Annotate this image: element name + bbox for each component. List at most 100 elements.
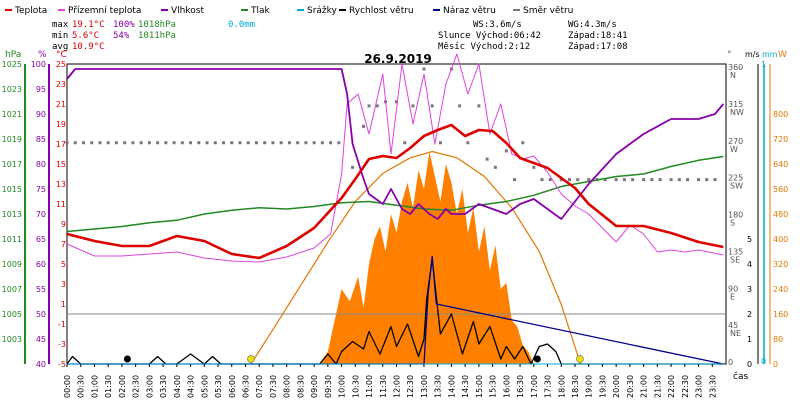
wind-direction-point xyxy=(642,178,646,182)
hpa-tick-label: 1017 xyxy=(2,160,22,169)
wind-speed-text: WS:3.6m/s xyxy=(473,20,522,30)
legend-label: Rychlost větru xyxy=(349,6,414,16)
direction-tick-label: 45 xyxy=(728,321,738,330)
direction-name-label: W xyxy=(730,145,738,154)
w-tick-label: 240 xyxy=(773,285,788,294)
wind-direction-point xyxy=(559,178,563,182)
wind-direction-point xyxy=(705,178,709,182)
pct-tick-label: 70 xyxy=(36,210,46,219)
hpa-tick-label: 1011 xyxy=(2,235,22,244)
pct-tick-label: 75 xyxy=(36,185,46,194)
ms-tick-label: 4 xyxy=(747,260,752,269)
wind-direction-point xyxy=(576,178,580,182)
c-tick-label: 17 xyxy=(56,140,66,149)
x-tick-label: 01:30 xyxy=(104,375,113,398)
c-tick-label: 7 xyxy=(61,240,66,249)
c-axis-label: °C xyxy=(56,50,67,60)
p-zemn-teplota-line xyxy=(66,53,724,263)
mm-axis-label: mm xyxy=(762,50,778,59)
legend-label: Vlhkost xyxy=(171,6,204,16)
x-tick-label: 09:00 xyxy=(310,375,319,398)
hpa-tick-label: 1019 xyxy=(2,135,22,144)
wind-direction-point xyxy=(131,141,135,145)
wind-direction-point xyxy=(477,104,481,108)
wind-sun-moon-info: WS:3.6m/s WG:4.3m/s Slunce Východ:06:42 … xyxy=(438,20,628,52)
wind-direction-point xyxy=(337,141,341,145)
axis-unit-labels: hPa % °C ° m/s mm W čas xyxy=(5,50,787,382)
x-tick-label: 18:00 xyxy=(557,375,566,398)
wind-direction-point xyxy=(485,157,489,161)
stats-max-hum: 100% xyxy=(113,20,135,30)
wind-direction-point xyxy=(614,178,618,182)
moonrise-text: Měsíc Východ:2:12 xyxy=(438,42,530,52)
hpa-tick-label: 1007 xyxy=(2,285,22,294)
c-tick-label: 21 xyxy=(56,100,66,109)
moonset-text: Západ:17:08 xyxy=(568,42,628,52)
moon-icon xyxy=(533,355,541,363)
wind-direction-point xyxy=(197,141,201,145)
wind-direction-point xyxy=(697,178,701,182)
wind-direction-point xyxy=(458,104,462,108)
ms-axis-label: m/s xyxy=(745,50,760,59)
x-tick-label: 11:30 xyxy=(379,375,388,398)
w-axis-label: W xyxy=(778,50,787,60)
wind-direction-point xyxy=(312,141,316,145)
direction-name-label: SE xyxy=(730,255,740,264)
w-tick-label: 80 xyxy=(773,335,783,344)
x-tick-label: 19:30 xyxy=(598,375,607,398)
wind-direction-point xyxy=(73,141,77,145)
vlhkost-line xyxy=(66,68,724,220)
sun-icon xyxy=(576,355,584,363)
x-tick-label: 15:30 xyxy=(489,375,498,398)
hpa-tick-label: 1013 xyxy=(2,210,22,219)
wind-direction-point xyxy=(548,178,552,182)
wind-direction-point xyxy=(213,141,217,145)
x-tick-label: 03:30 xyxy=(159,375,168,398)
sun-icon xyxy=(247,355,255,363)
direction-tick-label: 225 xyxy=(728,174,743,183)
direction-name-label: NE xyxy=(730,329,741,338)
axis-ticks: 1025102310211019101710151013101110091007… xyxy=(2,60,789,398)
w-tick-label: 640 xyxy=(773,160,788,169)
ms-tick-label: 3 xyxy=(747,285,752,294)
wind-direction-point xyxy=(296,141,300,145)
wind-direction-point xyxy=(504,149,508,153)
x-tick-label: 09:30 xyxy=(324,375,333,398)
pct-tick-label: 65 xyxy=(36,235,46,244)
hpa-tick-label: 1003 xyxy=(2,335,22,344)
wind-direction-point xyxy=(172,141,176,145)
x-tick-label: 22:30 xyxy=(681,375,690,398)
c-tick-label: 11 xyxy=(56,200,66,209)
x-tick-label: 13:30 xyxy=(434,375,443,398)
wind-direction-point xyxy=(180,141,184,145)
pct-tick-label: 50 xyxy=(36,310,46,319)
wind-direction-point xyxy=(403,141,407,145)
c-tick-label: 3 xyxy=(61,280,66,289)
ms-tick-label: 2 xyxy=(747,310,752,319)
x-tick-label: 07:30 xyxy=(269,375,278,398)
pct-tick-label: 85 xyxy=(36,135,46,144)
x-tick-label: 03:00 xyxy=(145,375,154,398)
x-tick-label: 14:30 xyxy=(461,375,470,398)
x-tick-label: 08:30 xyxy=(296,375,305,398)
stats-avg-label: avg xyxy=(52,42,68,52)
hpa-tick-label: 1009 xyxy=(2,260,22,269)
wind-direction-point xyxy=(430,104,434,108)
wind-direction-point xyxy=(422,67,426,71)
wind-gust-text: WG:4.3m/s xyxy=(568,20,617,30)
w-tick-label: 480 xyxy=(773,210,788,219)
c-tick-label: 15 xyxy=(56,160,66,169)
x-tick-label: 07:00 xyxy=(255,375,264,398)
stats-min-temp: 5.6°C xyxy=(72,31,99,41)
w-tick-label: 720 xyxy=(773,135,788,144)
x-tick-label: 19:00 xyxy=(585,375,594,398)
legend-label: Směr větru xyxy=(523,6,573,16)
stats-max-press: 1018hPa xyxy=(138,20,176,30)
x-tick-label: 17:00 xyxy=(530,375,539,398)
legend-label: Tlak xyxy=(250,6,271,16)
direction-tick-label: 315 xyxy=(728,100,743,109)
wind-direction-point xyxy=(677,178,681,182)
wind-direction-point xyxy=(567,178,571,182)
x-tick-label: 21:30 xyxy=(653,375,662,398)
